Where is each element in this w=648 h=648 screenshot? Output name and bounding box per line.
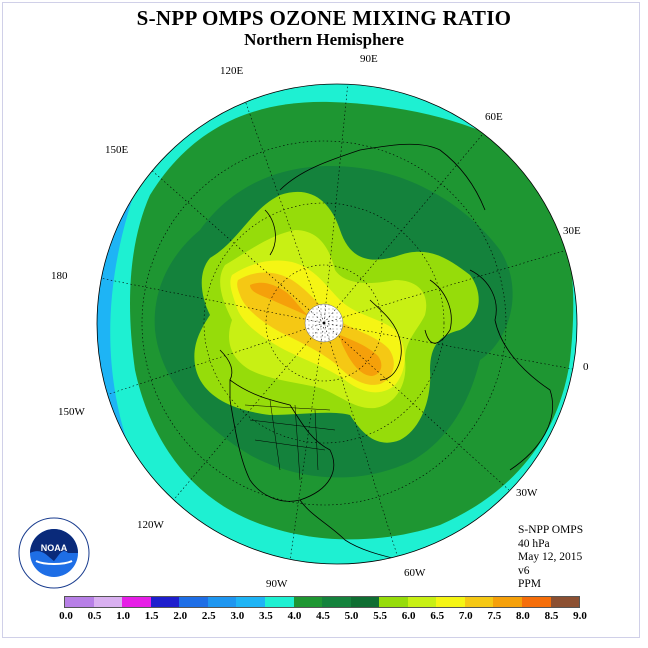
colorbar-swatch [407,597,437,607]
info-instrument: S-NPP OMPS [518,524,584,536]
map-title: S-NPP OMPS OZONE MIXING RATIO [136,6,512,30]
info-level: 40 hPa [518,537,550,550]
ozone-field [97,84,577,564]
colorbar-tick-label: 4.5 [316,610,330,622]
lon-label-60w: 60W [404,567,426,579]
info-units: PPM [518,578,542,590]
colorbar-swatch [207,597,237,607]
colorbar-swatch [464,597,494,607]
lon-label-120w: 120W [137,519,165,531]
noaa-logo-icon: NOAA [18,517,90,589]
lon-label-180: 180 [51,270,68,282]
lon-label-30w: 30W [516,487,538,499]
colorbar-swatch [179,597,208,607]
colorbar-tick-label: 2.5 [201,610,216,622]
lon-label-150e: 150E [105,144,129,156]
colorbar-swatch [550,597,580,607]
colorbar-ticks: 0.0 0.5 1.0 1.5 2.0 2.5 3.0 3.5 4.0 4.5 5.0 5.5 6.0 6… [0,608,648,628]
colorbar-tick-label: 9.0 [573,610,587,622]
colorbar-tick-label: 5.5 [373,610,387,622]
colorbar-swatch [122,597,151,607]
lon-label-30e: 30E [563,225,581,237]
map-subtitle: Northern Hemisphere [244,30,404,49]
colorbar-swatch [493,597,522,607]
colorbar-swatch [93,597,123,607]
colorbar-swatch [350,597,380,607]
colorbar-swatch [150,597,180,607]
colorbar-tick-label: 7.0 [458,610,473,622]
colorbar-swatch [236,597,265,607]
colorbar [64,596,580,608]
colorbar-tick-label: 8.5 [544,610,559,622]
colorbar-tick-label: 5.0 [344,610,359,622]
info-block: S-NPP OMPS 40 hPa May 12, 2015 v6 PPM [518,524,583,592]
info-date: May 12, 2015 [518,551,583,563]
colorbar-swatch [522,597,551,607]
lon-label-120e: 120E [220,65,244,77]
coastlines [219,143,553,561]
colorbar-swatch [293,597,323,607]
longitude-labels: 90E 120E 60E 150E 30E 180 0 150W 30W 120… [51,53,589,590]
lon-label-90w: 90W [266,578,288,590]
lon-label-150w: 150W [58,406,86,418]
lon-label-0: 0 [583,361,589,373]
info-version: v6 [518,564,530,577]
colorbar-tick-label: 3.0 [230,610,245,622]
figure-frame [2,2,640,638]
colorbar-swatch [322,597,351,607]
map-border [96,83,578,565]
graticule [97,84,577,564]
colorbar-tick-label: 8.0 [516,610,530,622]
colorbar-tick-label: 1.5 [144,610,159,622]
colorbar-tick-label: 4.0 [287,610,302,622]
colorbar-tick-label: 0.5 [87,610,102,622]
colorbar-swatch [264,597,294,607]
colorbar-tick-label: 6.5 [430,610,445,622]
lon-label-60e: 60E [485,111,503,123]
colorbar-tick-label: 0.0 [59,610,73,622]
colorbar-tick-label: 3.5 [259,610,273,622]
colorbar-tick-label: 7.5 [487,610,502,622]
colorbar-swatch [379,597,408,607]
colorbar-swatch [65,597,94,607]
logo-text: NOAA [41,543,68,553]
us-borders [244,399,336,481]
lon-label-90e: 90E [360,53,378,65]
colorbar-tick-label: 6.0 [401,610,416,622]
field-high5 [250,282,382,376]
colorbar-tick-label: 2.0 [173,610,188,622]
colorbar-tick-label: 1.0 [116,610,130,622]
colorbar-swatch [436,597,465,607]
